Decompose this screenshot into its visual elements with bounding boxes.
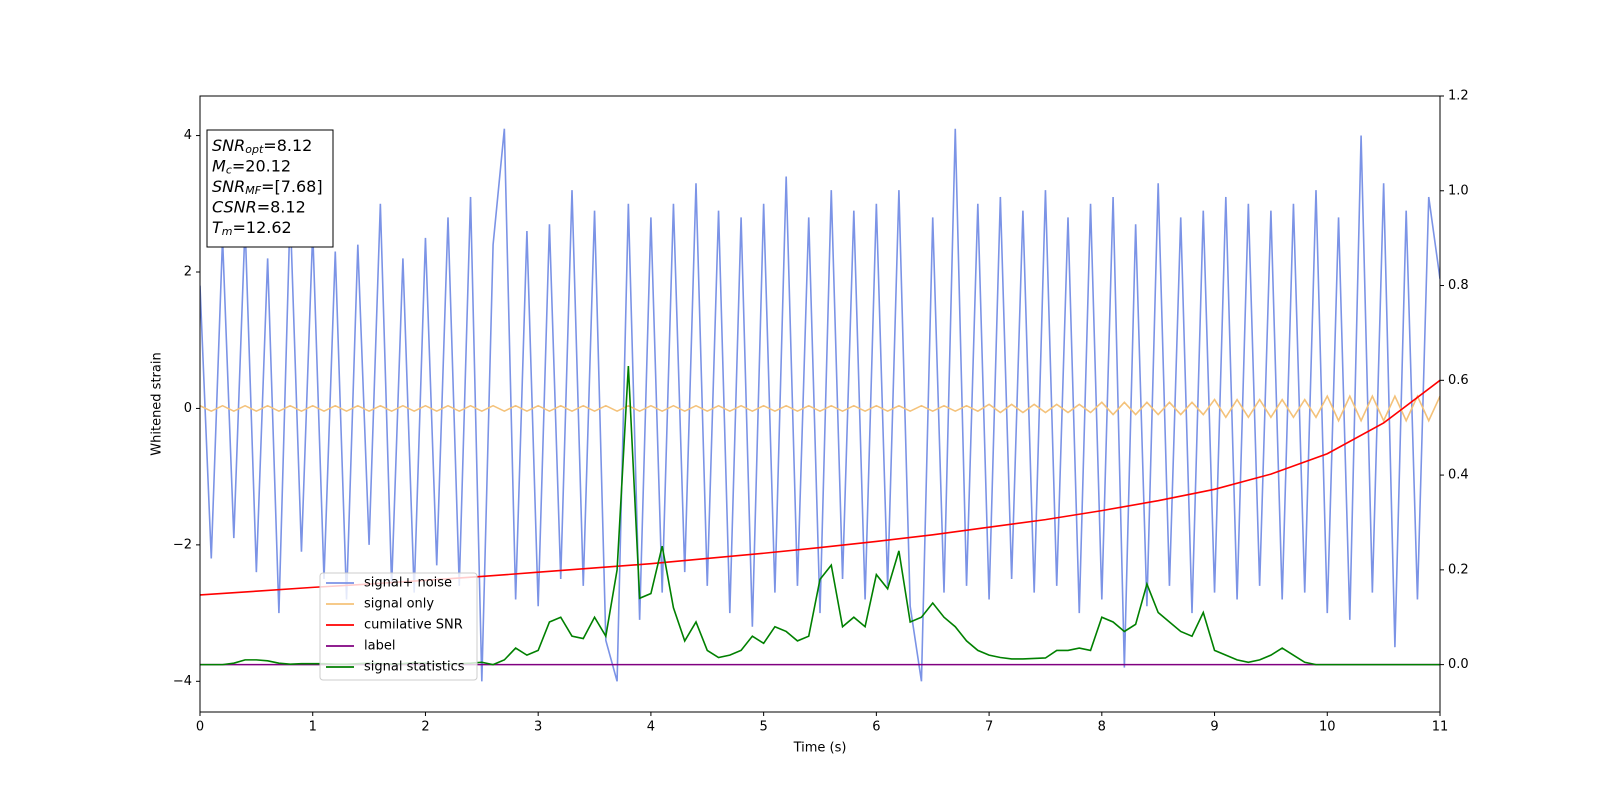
annotation-main: T: [212, 218, 223, 237]
annotation-main: SNR: [212, 177, 245, 196]
x-tick-label: 1: [309, 720, 317, 735]
series-line: [200, 394, 1440, 423]
annotation-main: CSNR: [212, 197, 257, 216]
annotation-rest: =12.62: [233, 218, 292, 237]
annotation-sub: opt: [245, 143, 264, 156]
x-tick-label: 6: [872, 720, 880, 735]
x-tick-label: 7: [985, 720, 993, 735]
y2-tick-label: 0.6: [1448, 373, 1469, 388]
legend-label: signal+ noise: [364, 576, 452, 591]
annotation: SNRopt=8.12: [212, 136, 312, 157]
annotation: Tm=12.62: [212, 218, 292, 239]
y-tick-label: −2: [173, 537, 192, 552]
annotation-main: SNR: [212, 136, 245, 155]
y-axis-label: Whitened strain: [150, 352, 165, 455]
x-tick-label: 4: [647, 720, 655, 735]
y2-tick-label: 1.2: [1448, 89, 1469, 104]
annotation: CSNR=8.12: [212, 197, 306, 216]
annotation-sub: m: [222, 225, 233, 238]
y2-tick-label: 0.2: [1448, 562, 1469, 577]
series-line: [200, 128, 1440, 682]
annotation-rest: =8.12: [257, 197, 306, 216]
annotation-sub: MF: [245, 184, 261, 197]
annotation-rest: =[7.68]: [261, 177, 323, 196]
annotation: Mc=20.12: [212, 156, 291, 177]
y2-tick-label: 0.0: [1448, 657, 1469, 672]
x-tick-label: 10: [1319, 720, 1336, 735]
y-tick-label: 2: [184, 265, 192, 280]
legend-label: cumilative SNR: [364, 618, 463, 633]
x-axis-label: Time (s): [793, 741, 847, 756]
x-tick-label: 9: [1210, 720, 1218, 735]
annotation-rest: =20.12: [232, 156, 291, 175]
annotation-box: [206, 129, 334, 248]
legend-label: signal statistics: [364, 660, 465, 675]
x-tick-label: 5: [759, 720, 767, 735]
x-tick-label: 2: [421, 720, 429, 735]
annotation-main: M: [212, 156, 226, 175]
y2-tick-label: 0.8: [1448, 278, 1469, 293]
legend-box: [319, 572, 478, 681]
legend-label: signal only: [364, 597, 434, 612]
x-tick-label: 8: [1098, 720, 1106, 735]
plot-frame: [199, 95, 1441, 713]
y2-tick-label: 1.0: [1448, 183, 1469, 198]
annotation: SNRMF=[7.68]: [212, 177, 323, 198]
annotation-rest: =8.12: [263, 136, 312, 155]
annotation-sub: c: [226, 164, 232, 177]
y-tick-label: 4: [184, 128, 192, 143]
y-tick-label: −4: [173, 674, 192, 689]
x-tick-label: 0: [196, 720, 204, 735]
x-tick-label: 11: [1432, 720, 1449, 735]
y2-tick-label: 0.4: [1448, 468, 1469, 483]
legend-label: label: [364, 639, 395, 654]
x-tick-label: 3: [534, 720, 542, 735]
y-tick-label: 0: [184, 401, 192, 416]
